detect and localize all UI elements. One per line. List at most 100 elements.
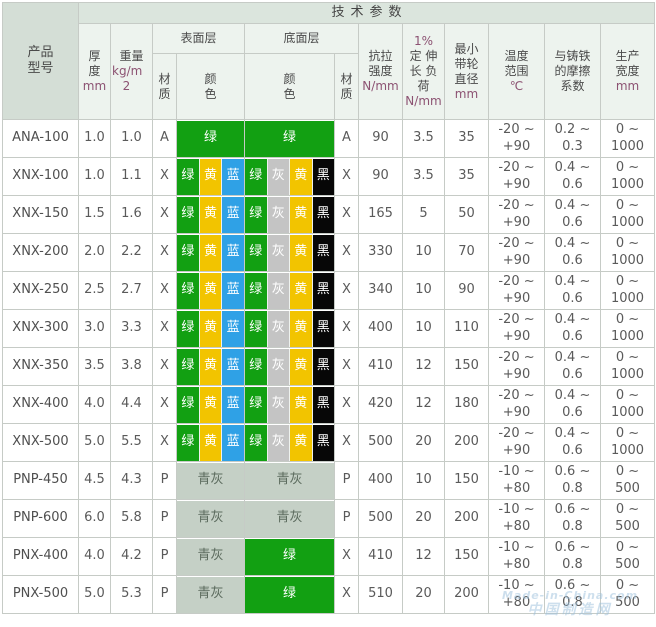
- thickness-cell: 4.0: [78, 385, 111, 424]
- color-strip: 黄: [198, 272, 222, 309]
- model-cell: XNX-350: [2, 347, 79, 386]
- color-strip: 绿: [177, 424, 199, 461]
- pulley-cell: 70: [444, 233, 489, 272]
- surface-material-cell: X: [152, 347, 177, 386]
- width-cell: 0 ~1000: [599, 233, 656, 272]
- pulley-cell: 200: [444, 575, 489, 614]
- elongation-cell: 10: [402, 461, 445, 500]
- width-cell: 0 ~1000: [599, 423, 656, 462]
- surface-color-cell: 青灰: [176, 537, 245, 576]
- product-model-label: 产品 型号: [27, 44, 54, 76]
- color-strip: 蓝: [221, 196, 244, 233]
- color-strip: 青灰: [245, 462, 334, 499]
- color-strip: 蓝: [221, 386, 244, 423]
- col-header-elongation: 1% 定 伸长 负荷 N/mm: [402, 23, 445, 120]
- color-strip: 灰: [266, 158, 289, 195]
- temp-range-cell: -20 ~ +90: [488, 119, 545, 158]
- color-strip: 黄: [198, 348, 222, 385]
- pulley-cell: 35: [444, 157, 489, 196]
- surface-material-cell: X: [152, 271, 177, 310]
- elongation-cell: 10: [402, 309, 445, 348]
- col-header-bottom-material: 材质: [334, 53, 359, 120]
- friction-cell: 0.6 ~0.8: [544, 537, 601, 576]
- elongation-cell: 3.5: [402, 157, 445, 196]
- width-unit: mm: [615, 79, 640, 93]
- surface-material-cell: X: [152, 233, 177, 272]
- thickness-cell: 5.0: [78, 423, 111, 462]
- width-cell: 0 ~500: [599, 461, 656, 500]
- color-strip: 黄: [198, 310, 222, 347]
- table-row: XNX-300 3.0 3.3 X 绿黄蓝绿灰黄黑 X 400 10 110 -20 ~ +90 0.…: [2, 309, 656, 348]
- table-title: 技术参数: [77, 2, 656, 24]
- color-strip: 黄: [198, 196, 222, 233]
- surface-material-cell: X: [152, 195, 177, 234]
- weight-cell: 1.0: [110, 119, 153, 158]
- color-strip: 灰: [266, 348, 289, 385]
- surface-color-cell: 青灰: [176, 575, 245, 614]
- color-strip: 黑: [311, 348, 334, 385]
- elongation-cell: 20: [402, 423, 445, 462]
- pulley-cell: 200: [444, 423, 489, 462]
- width-cell: 0 ~1000: [599, 119, 656, 158]
- tensile-cell: 90: [358, 119, 403, 158]
- thickness-cell: 2.0: [78, 233, 111, 272]
- color-strip: 黄: [198, 424, 222, 461]
- color-strip: 黑: [311, 196, 334, 233]
- color-strip: 绿: [177, 348, 199, 385]
- model-cell: XNX-200: [2, 233, 79, 272]
- surface-color-cell: 绿黄蓝: [176, 157, 245, 196]
- width-cell: 0 ~500: [599, 499, 656, 538]
- friction-cell: 0.4 ~0.6: [544, 423, 601, 462]
- color-strip: 绿: [245, 234, 267, 271]
- color-strip: 黄: [289, 234, 312, 271]
- table-row: XNX-500 5.0 5.5 X 绿黄蓝绿灰黄黑 X 500 20 200 -20 ~ +90 0.…: [2, 423, 656, 462]
- model-cell: XNX-500: [2, 423, 79, 462]
- surface-material-cell: X: [152, 423, 177, 462]
- bottom-color-cell: 绿: [244, 575, 335, 614]
- friction-cell: 0.4 ~0.6: [544, 233, 601, 272]
- color-strip: 绿: [245, 576, 334, 613]
- color-strip: 黄: [198, 158, 222, 195]
- surface-color-cell: 绿黄蓝: [176, 233, 245, 272]
- width-cell: 0 ~500: [599, 537, 656, 576]
- color-strip: 绿: [245, 196, 267, 233]
- temp-range-cell: -20 ~ +90: [488, 233, 545, 272]
- temp-range-cell: -20 ~ +90: [488, 309, 545, 348]
- table-row: PNX-400 4.0 4.2 P 青灰绿 X 410 12 150 -10 ~ +80 0.6 ~0…: [2, 537, 656, 576]
- tensile-unit: N/mm: [362, 79, 399, 93]
- temp-range-cell: -20 ~ +90: [488, 195, 545, 234]
- col-header-width: 生产 宽度 mm: [599, 23, 656, 120]
- model-cell: ANA-100: [2, 119, 79, 158]
- table-header: 产品 型号 技术参数 厚度 mm 重量 kg/m 2 表面层 底面层 抗拉 强度 N/…: [2, 2, 656, 120]
- friction-cell: 0.2 ~0.3: [544, 119, 601, 158]
- color-strip: 绿: [177, 386, 199, 423]
- color-strip: 绿: [177, 158, 199, 195]
- color-strip: 绿: [245, 158, 267, 195]
- model-cell: XNX-400: [2, 385, 79, 424]
- thickness-cell: 1.5: [78, 195, 111, 234]
- thickness-cell: 6.0: [78, 499, 111, 538]
- color-strip: 蓝: [221, 424, 244, 461]
- tensile-cell: 330: [358, 233, 403, 272]
- temp-range-cell: -20 ~ +90: [488, 347, 545, 386]
- bottom-color-cell: 绿灰黄黑: [244, 423, 335, 462]
- bottom-material-cell: X: [334, 423, 359, 462]
- weight-cell: 1.6: [110, 195, 153, 234]
- weight-cell: 2.2: [110, 233, 153, 272]
- elongation-unit: N/mm: [405, 94, 442, 108]
- color-strip: 灰: [266, 424, 289, 461]
- model-cell: XNX-150: [2, 195, 79, 234]
- temp-range-cell: -10 ~ +80: [488, 499, 545, 538]
- table-row: ANA-100 1.0 1.0 A 绿绿 A 90 3.5 35 -20 ~ +90 0.2 ~0.3…: [2, 119, 656, 158]
- col-header-pulley: 最小 带轮 直径 mm: [444, 23, 489, 120]
- color-strip: 灰: [266, 272, 289, 309]
- elongation-cell: 12: [402, 537, 445, 576]
- tensile-cell: 400: [358, 461, 403, 500]
- color-strip: 黄: [198, 234, 222, 271]
- weight-cell: 1.1: [110, 157, 153, 196]
- thickness-cell: 1.0: [78, 157, 111, 196]
- surface-color-cell: 绿黄蓝: [176, 195, 245, 234]
- color-strip: 绿: [245, 538, 334, 575]
- color-strip: 绿: [177, 310, 199, 347]
- friction-cell: 0.4 ~0.6: [544, 347, 601, 386]
